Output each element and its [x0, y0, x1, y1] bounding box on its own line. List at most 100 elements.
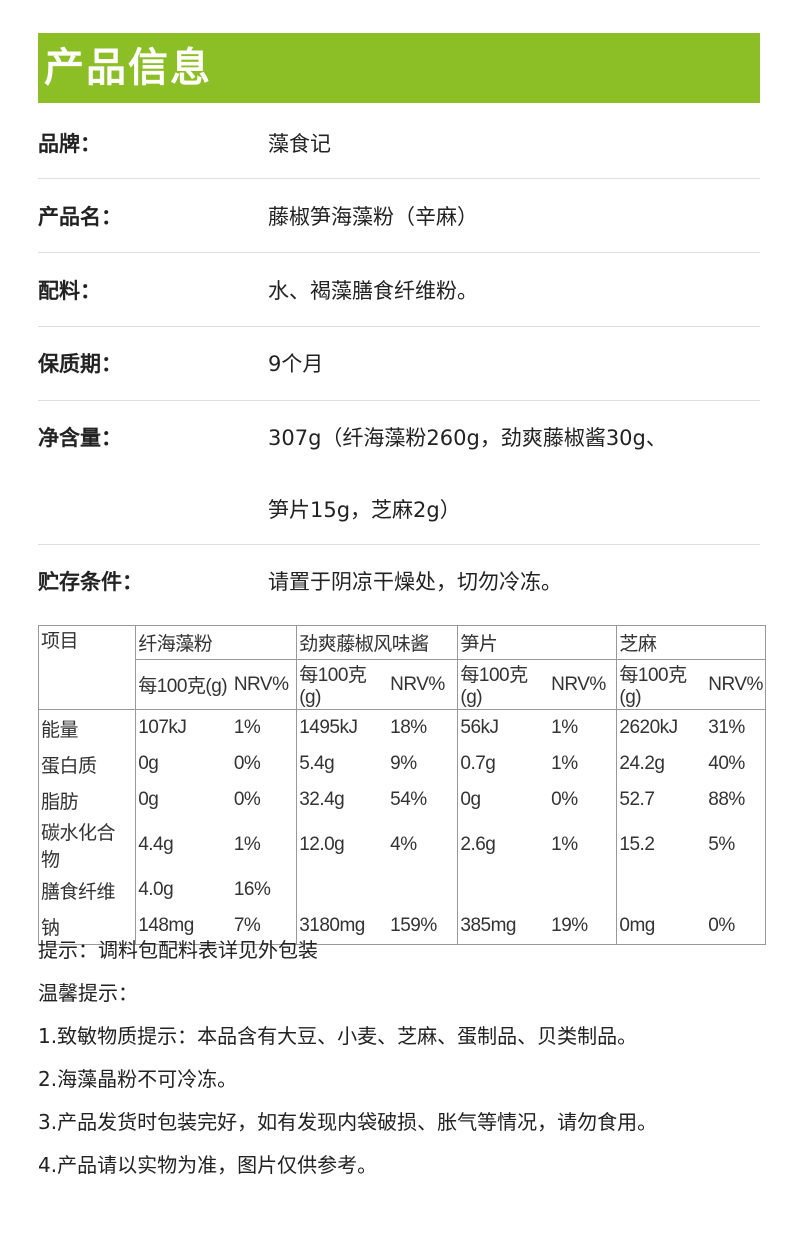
- nrv-cell: 54%: [390, 789, 427, 810]
- nrv-cell: 0%: [233, 753, 261, 774]
- amount-cell: 0g: [135, 782, 232, 818]
- amount-cell: [457, 872, 550, 908]
- nrv-cell: 19%: [551, 915, 588, 936]
- amount-cell: 2620kJ: [616, 709, 707, 746]
- amount-cell: 107kJ: [135, 709, 232, 746]
- nutrition-table: 项目 纤海藻粉 劲爽藤椒风味酱 笋片 芝麻 每100克(g) NRV% 每100克(g) NRV…: [38, 625, 766, 945]
- info-value: 请置于阴凉干燥处，切勿冷冻。: [268, 570, 562, 594]
- per-100g-header: 每100克(g): [135, 659, 232, 710]
- info-label: 贮存条件：: [38, 570, 143, 594]
- amount-cell: 52.7: [616, 782, 707, 818]
- amount-cell: 0g: [135, 746, 232, 782]
- nrv-cell: 9%: [390, 753, 417, 774]
- amount-cell: 2.6g: [457, 818, 550, 872]
- nrv-cell: 5%: [708, 834, 735, 855]
- amount-cell: 0.7g: [457, 746, 550, 782]
- nrv-cell: 1%: [231, 709, 297, 746]
- amount-cell: 0g: [457, 782, 550, 818]
- product-header: 纤海藻粉: [135, 625, 297, 660]
- nrv-cell: 18%: [388, 709, 458, 746]
- nrv-header: NRV%: [549, 659, 617, 710]
- info-label: 产品名：: [38, 205, 122, 229]
- nrv-cell: 0%: [708, 915, 735, 936]
- nutrient-name: 脂肪: [41, 791, 79, 813]
- nrv-cell: 31%: [706, 709, 766, 746]
- amount-cell: 0mg: [616, 908, 707, 945]
- amount-cell: 385mg: [457, 908, 550, 945]
- table-row: 钠 148mg 7% 3180mg 159% 385mg 19% 0mg 0%: [39, 908, 766, 945]
- nrv-cell: 4%: [390, 834, 417, 855]
- info-label: 保质期：: [38, 352, 122, 376]
- nrv-header: NRV%: [231, 659, 297, 710]
- nutrient-name: 能量: [38, 709, 136, 746]
- table-row: 能量 107kJ 1% 1495kJ 18% 56kJ 1% 2620kJ 31%: [38, 709, 766, 746]
- nrv-cell: 1%: [551, 753, 578, 774]
- amount-cell: 56kJ: [457, 709, 550, 746]
- nrv-cell: 88%: [708, 789, 745, 810]
- nrv-cell: 40%: [708, 753, 745, 774]
- nutrient-name: 蛋白质: [41, 755, 97, 777]
- table-subheader-row: 每100克(g) NRV% 每100克(g) NRV% 每100克(g) NRV% 每100…: [39, 659, 766, 710]
- table-row: 膳食纤维 4.0g 16%: [39, 872, 766, 908]
- divider: [38, 252, 760, 253]
- per-100g-header: 每100克(g): [296, 659, 389, 710]
- nrv-cell: 7%: [233, 915, 261, 936]
- divider: [38, 400, 760, 401]
- amount-cell: 5.4g: [296, 746, 389, 782]
- note: 提示：调料包配料表详见外包装: [38, 938, 318, 962]
- amount-cell: [616, 872, 707, 908]
- info-value: 笋片15g，芝麻2g）: [268, 498, 461, 522]
- section-title: 产品信息: [38, 33, 760, 103]
- divider: [38, 544, 760, 545]
- per-100g-header: 每100克(g): [616, 659, 707, 710]
- nrv-cell: [549, 872, 617, 908]
- nrv-cell: 1%: [549, 709, 617, 746]
- info-value: 307g（纤海藻粉260g，劲爽藤椒酱30g、: [268, 426, 667, 450]
- nrv-cell: [706, 872, 765, 908]
- note: 3.产品发货时包装完好，如有发现内袋破损、胀气等情况，请勿食用。: [38, 1110, 658, 1134]
- nrv-cell: 0%: [551, 789, 578, 810]
- info-value: 水、褐藻膳食纤维粉。: [268, 279, 478, 303]
- info-label: 净含量：: [38, 426, 122, 450]
- product-header: 笋片: [457, 625, 617, 660]
- note: 温馨提示：: [38, 981, 138, 1005]
- amount-cell: 24.2g: [616, 746, 707, 782]
- amount-cell: [296, 872, 389, 908]
- note: 1.致敏物质提示：本品含有大豆、小麦、芝麻、蛋制品、贝类制品。: [38, 1024, 638, 1048]
- table-row: 脂肪 0g 0% 32.4g 54% 0g 0% 52.7 88%: [39, 782, 766, 818]
- amount-cell: 1495kJ: [296, 709, 389, 746]
- note: 4.产品请以实物为准，图片仅供参考。: [38, 1153, 378, 1177]
- nutrient-name: 碳水化合物: [41, 823, 116, 871]
- item-header: 项目: [41, 631, 79, 652]
- product-header: 芝麻: [616, 625, 766, 660]
- info-value: 藤椒笋海藻粉（辛麻）: [268, 205, 478, 229]
- table-row: 蛋白质 0g 0% 5.4g 9% 0.7g 1% 24.2g 40%: [39, 746, 766, 782]
- info-label: 品牌：: [38, 132, 101, 156]
- nutrient-name: 钠: [41, 917, 60, 939]
- nrv-header: NRV%: [706, 659, 766, 710]
- nrv-cell: 0%: [233, 789, 261, 810]
- nrv-cell: 1%: [233, 834, 261, 855]
- nrv-cell: [388, 872, 458, 908]
- amount-cell: 32.4g: [296, 782, 389, 818]
- info-value: 9个月: [268, 352, 324, 376]
- nrv-cell: 159%: [390, 915, 437, 936]
- amount-cell: 4.0g: [135, 872, 232, 908]
- amount-cell: 4.4g: [135, 818, 232, 872]
- nrv-cell: 1%: [551, 834, 578, 855]
- amount-cell: 3180mg: [296, 908, 389, 945]
- nrv-cell: 16%: [233, 879, 271, 900]
- product-header: 劲爽藤椒风味酱: [296, 625, 458, 660]
- table-header-row: 项目 纤海藻粉 劲爽藤椒风味酱 笋片 芝麻: [39, 625, 766, 660]
- note: 2.海藻晶粉不可冷冻。: [38, 1067, 238, 1091]
- divider: [38, 326, 760, 327]
- nutrient-name: 膳食纤维: [41, 881, 116, 903]
- nrv-header: NRV%: [388, 659, 458, 710]
- divider: [38, 178, 760, 179]
- per-100g-header: 每100克(g): [457, 659, 550, 710]
- amount-cell: 12.0g: [296, 818, 389, 872]
- info-value: 藻食记: [268, 132, 331, 156]
- info-label: 配料：: [38, 279, 101, 303]
- amount-cell: 148mg: [135, 908, 232, 945]
- table-row: 碳水化合物 4.4g 1% 12.0g 4% 2.6g 1% 15.2 5%: [39, 818, 766, 872]
